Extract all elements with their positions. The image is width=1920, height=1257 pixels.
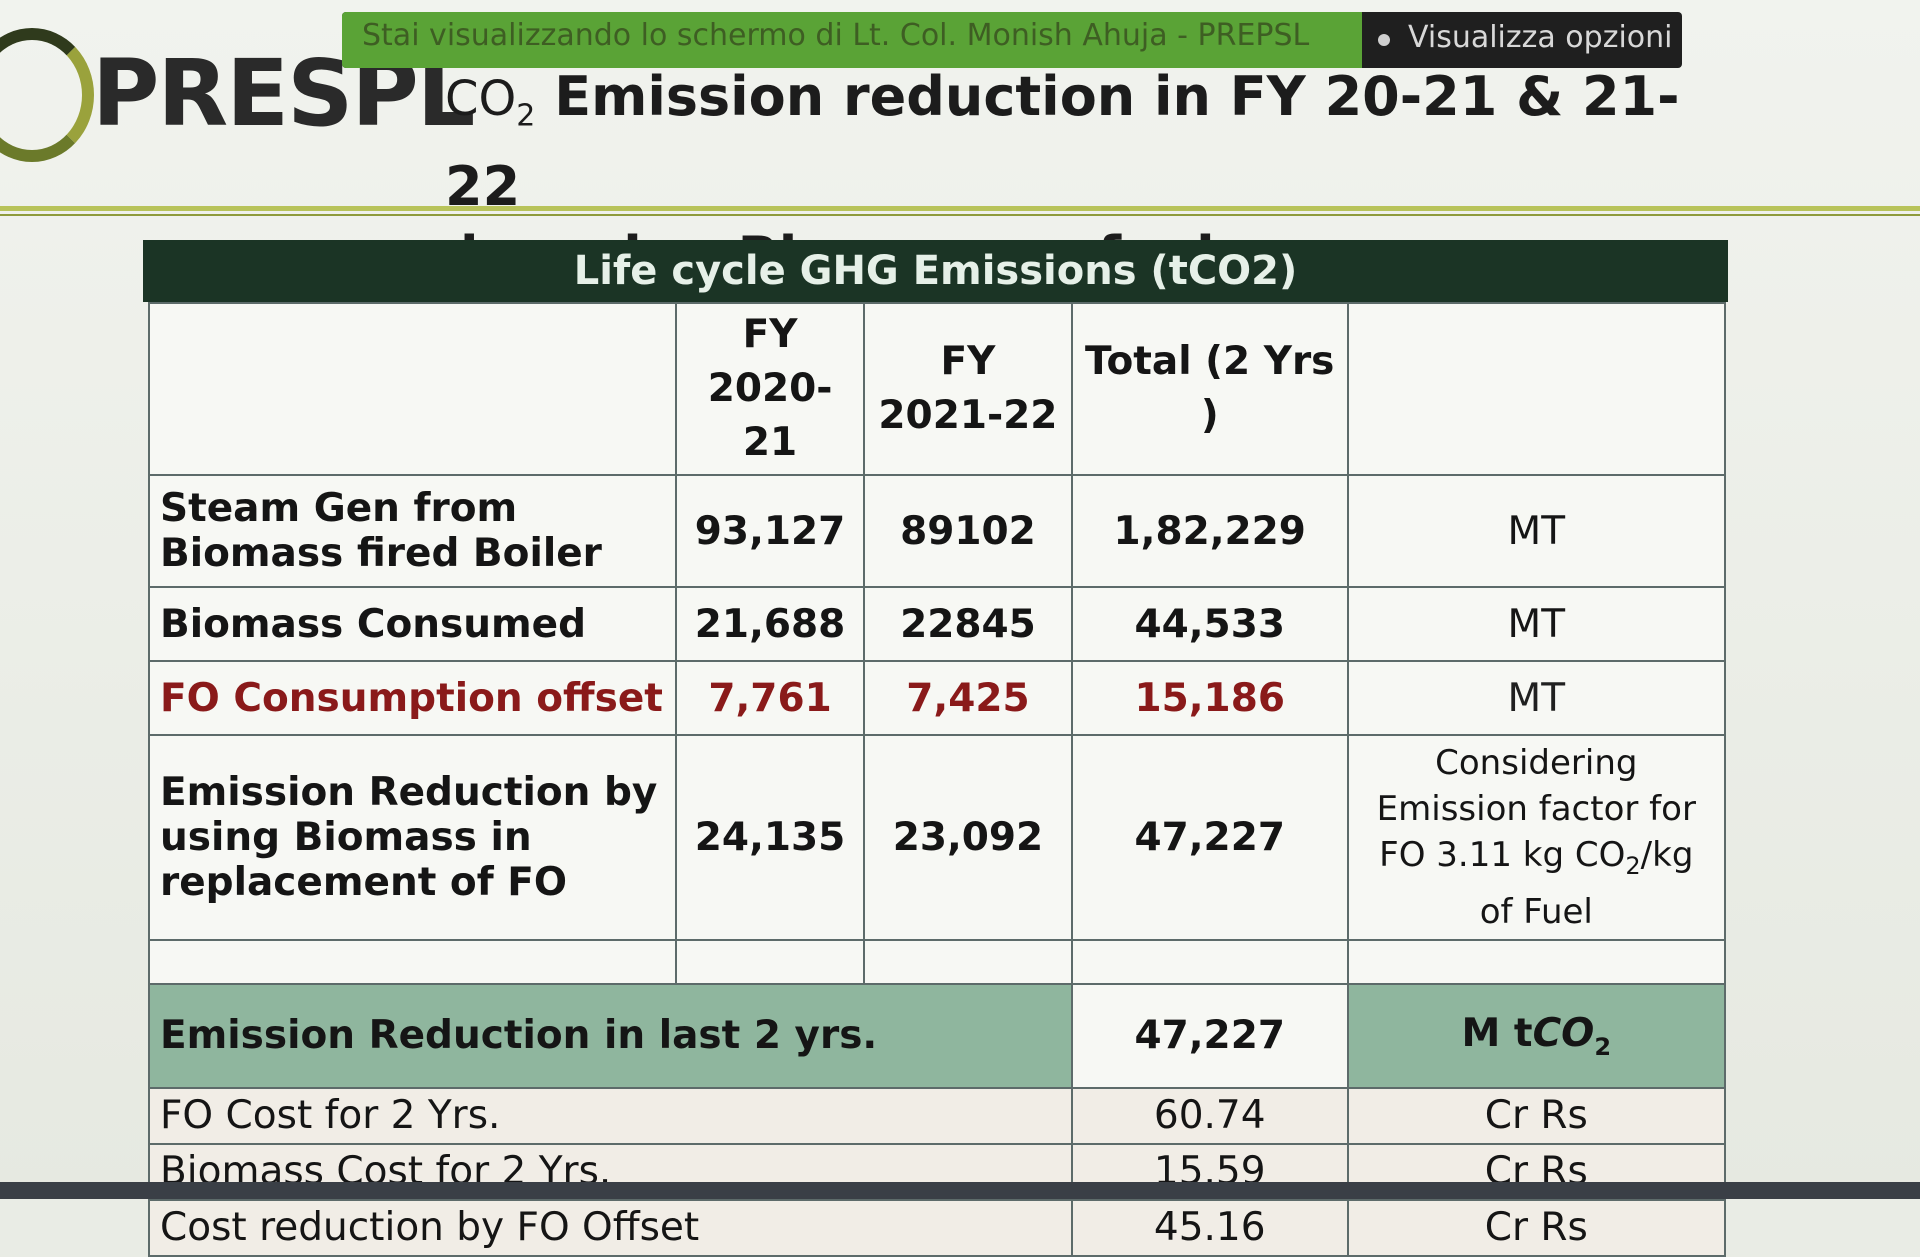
summary-label: Emission Reduction in last 2 yrs. bbox=[148, 982, 1073, 1089]
row-label: Steam Gen from Biomass fired Boiler bbox=[147, 474, 678, 588]
title-co2: CO2 bbox=[445, 71, 536, 134]
separator-dot-icon bbox=[1378, 34, 1390, 46]
cell-fy2021: 24,135 bbox=[675, 734, 866, 941]
row-label: Emission Reduction by using Biomass in r… bbox=[147, 734, 678, 941]
empty-cell bbox=[147, 938, 678, 985]
table-row: Biomass Consumed 21,688 22845 44,533 MT bbox=[147, 586, 1727, 662]
cost-unit: Cr Rs bbox=[1346, 1198, 1727, 1257]
cell-fy2021: 93,127 bbox=[675, 474, 866, 588]
table-spacer-row bbox=[147, 938, 1727, 985]
table-header-row: FY 2020-21 FY 2021-22 Total (2 Yrs ) bbox=[147, 302, 1727, 476]
cost-row: FO Cost for 2 Yrs. 60.74 Cr Rs bbox=[148, 1086, 1727, 1145]
summary-value: 47,227 bbox=[1070, 982, 1349, 1089]
empty-cell bbox=[1346, 938, 1727, 985]
cost-label: FO Cost for 2 Yrs. bbox=[148, 1086, 1073, 1145]
summary-unit: M tCO2 bbox=[1346, 982, 1727, 1089]
table-title: Life cycle GHG Emissions (tCO2) bbox=[143, 240, 1728, 302]
empty-cell bbox=[675, 938, 866, 985]
cell-unit: MT bbox=[1346, 474, 1727, 588]
screen-share-status bbox=[342, 12, 1362, 68]
table-row: Steam Gen from Biomass fired Boiler 93,1… bbox=[147, 474, 1727, 588]
screen-share-message: Stai visualizzando lo schermo di Lt. Col… bbox=[362, 18, 1310, 53]
emission-factor-note: Considering Emission factor for FO 3.11 … bbox=[1346, 734, 1727, 941]
company-logo-icon bbox=[0, 28, 94, 162]
cell-fy2021: 7,761 bbox=[675, 660, 866, 736]
column-header-fy2021: FY 2020-21 bbox=[675, 302, 866, 476]
cell-total: 44,533 bbox=[1070, 586, 1349, 662]
cell-fy2122: 22845 bbox=[863, 586, 1073, 662]
table-row: FO Consumption offset 7,761 7,425 15,186… bbox=[147, 660, 1727, 736]
cost-unit: Cr Rs bbox=[1346, 1086, 1727, 1145]
emissions-table: FY 2020-21 FY 2021-22 Total (2 Yrs ) Ste… bbox=[147, 302, 1727, 1257]
table-row: Emission Reduction by using Biomass in r… bbox=[147, 734, 1727, 941]
cost-value: 60.74 bbox=[1070, 1086, 1349, 1145]
cell-total: 15,186 bbox=[1070, 660, 1349, 736]
cell-unit: MT bbox=[1346, 586, 1727, 662]
cell-total: 47,227 bbox=[1070, 734, 1349, 941]
cell-fy2122: 89102 bbox=[863, 474, 1073, 588]
cell-fy2122: 23,092 bbox=[863, 734, 1073, 941]
column-header-label bbox=[147, 302, 678, 476]
view-options-button[interactable]: Visualizza opzioni bbox=[1408, 20, 1673, 55]
empty-cell bbox=[863, 938, 1073, 985]
row-label: Biomass Consumed bbox=[147, 586, 678, 662]
summary-row: Emission Reduction in last 2 yrs. 47,227… bbox=[148, 982, 1727, 1089]
title-line-1: Emission reduction in FY 20-21 & 21-22 bbox=[445, 65, 1680, 218]
cost-row: Cost reduction by FO Offset 45.16 Cr Rs bbox=[148, 1198, 1727, 1257]
column-header-unit bbox=[1346, 302, 1727, 476]
row-label: FO Consumption offset bbox=[147, 660, 678, 736]
header-divider-thin bbox=[0, 214, 1920, 216]
taskbar bbox=[0, 1182, 1920, 1199]
cell-total: 1,82,229 bbox=[1070, 474, 1349, 588]
cost-label: Cost reduction by FO Offset bbox=[148, 1198, 1073, 1257]
column-header-fy2122: FY 2021-22 bbox=[863, 302, 1073, 476]
cell-unit: MT bbox=[1346, 660, 1727, 736]
cost-value: 45.16 bbox=[1070, 1198, 1349, 1257]
header-divider bbox=[0, 206, 1920, 211]
column-header-total: Total (2 Yrs ) bbox=[1070, 302, 1349, 476]
cell-fy2021: 21,688 bbox=[675, 586, 866, 662]
cell-fy2122: 7,425 bbox=[863, 660, 1073, 736]
empty-cell bbox=[1070, 938, 1349, 985]
